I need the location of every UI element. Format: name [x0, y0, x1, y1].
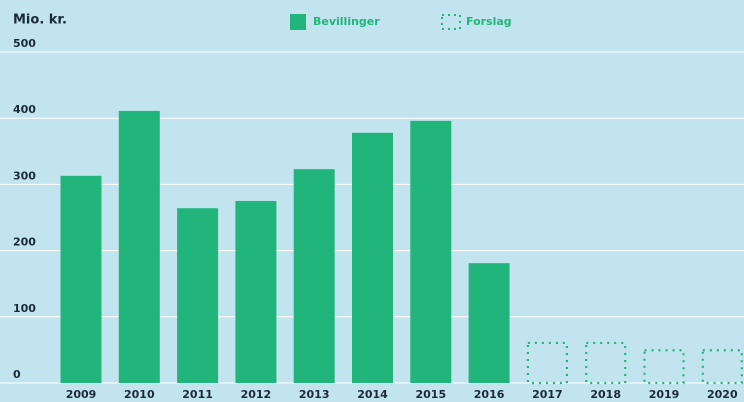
x-tick-label: 2017	[532, 388, 563, 401]
legend-label: Forslag	[466, 15, 512, 28]
bar	[60, 175, 102, 383]
bar-outline	[643, 349, 685, 385]
y-tick-label: 300	[13, 169, 36, 182]
x-tick-label: 2014	[357, 388, 388, 401]
x-tick-label: 2010	[124, 388, 155, 401]
bar	[177, 208, 219, 383]
x-tick-label: 2020	[707, 388, 738, 401]
y-tick-label: 500	[13, 37, 36, 50]
bar-outline	[526, 341, 569, 385]
x-tick-label: 2016	[474, 388, 505, 401]
y-tick-label: 400	[13, 103, 36, 116]
bar	[352, 132, 393, 383]
x-tick-label: 2009	[66, 388, 97, 401]
bar	[235, 200, 277, 383]
x-tick-label: 2011	[182, 388, 213, 401]
x-tick-label: 2019	[649, 388, 680, 401]
bar	[118, 110, 160, 383]
bar	[410, 120, 452, 384]
legend-swatch	[290, 14, 306, 30]
bar	[468, 263, 510, 383]
legend-swatch	[441, 14, 461, 30]
y-axis-label: Mio. kr.	[13, 13, 67, 28]
bar-outline	[585, 341, 627, 385]
x-tick-label: 2018	[590, 388, 621, 401]
x-tick-label: 2012	[241, 388, 272, 401]
legend-label: Bevillinger	[313, 15, 380, 28]
bar	[293, 169, 335, 383]
y-tick-label: 100	[13, 302, 36, 315]
x-tick-label: 2013	[299, 388, 330, 401]
bar-outline	[701, 349, 743, 385]
y-tick-label: 200	[13, 236, 36, 249]
x-tick-label: 2015	[415, 388, 446, 401]
y-tick-label: 0	[13, 368, 21, 381]
